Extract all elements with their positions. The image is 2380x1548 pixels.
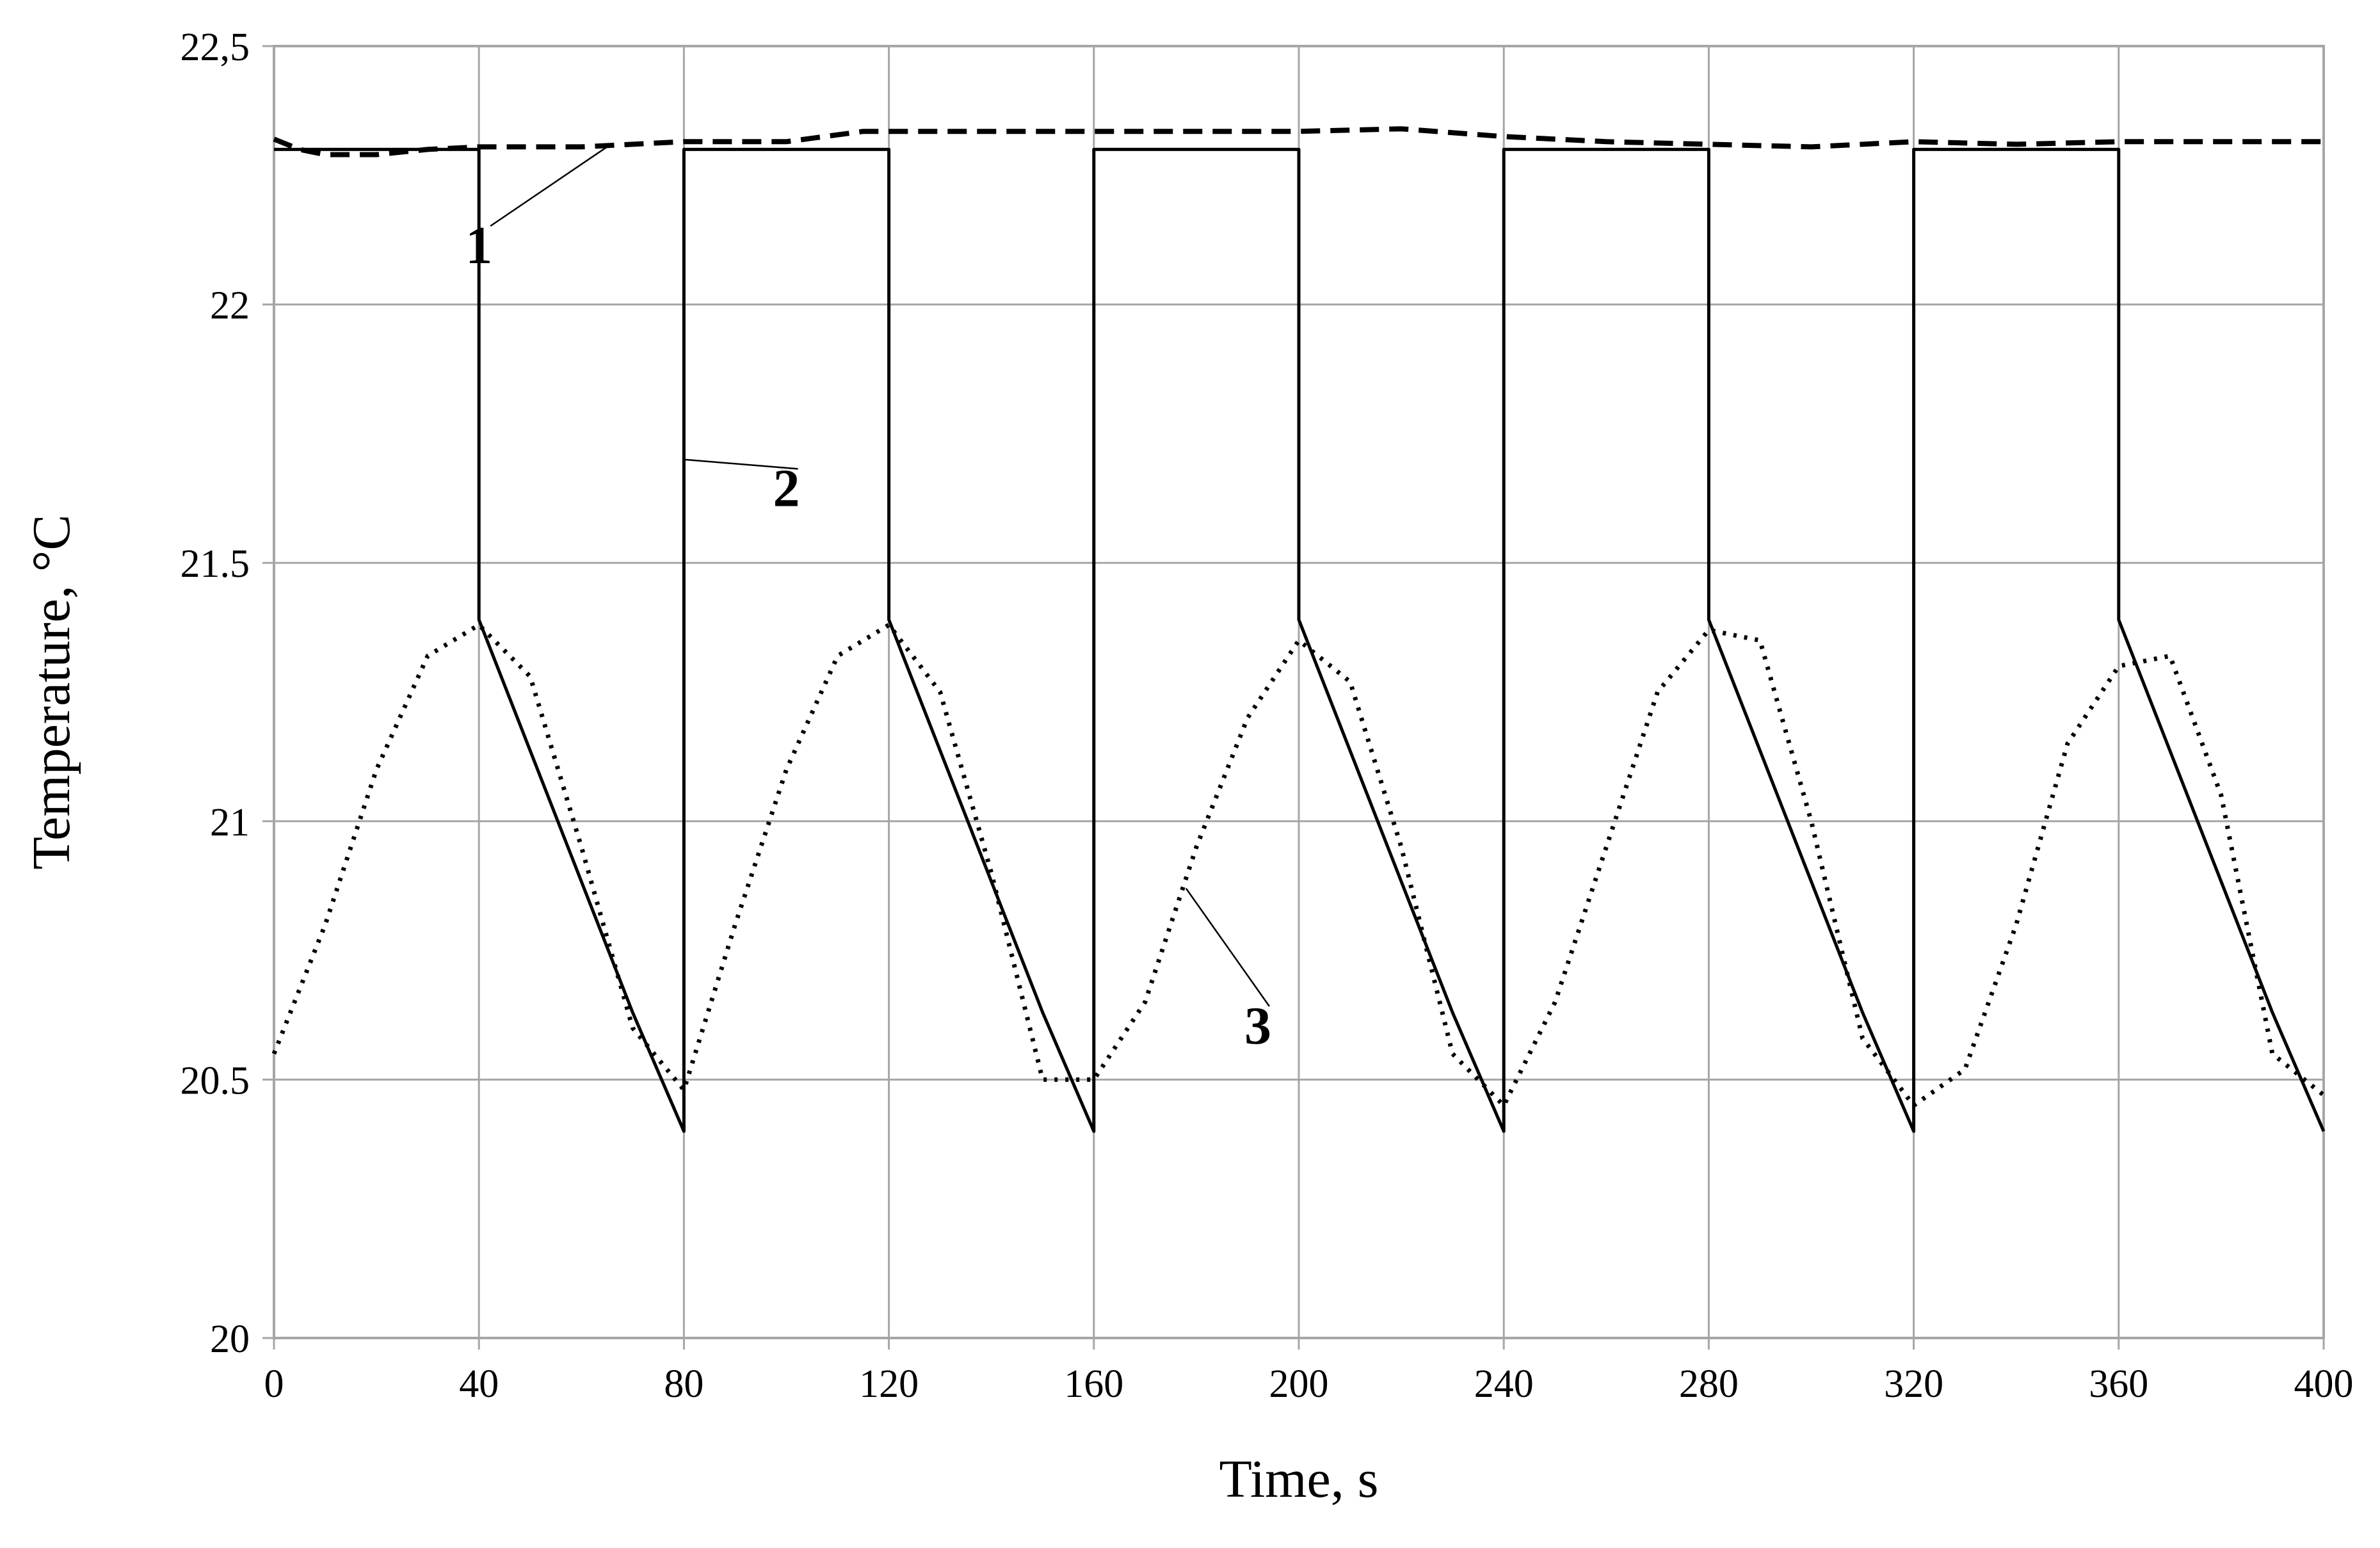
x-tick-label: 240 (1474, 1362, 1534, 1406)
x-tick-label: 120 (859, 1362, 919, 1406)
x-tick-label: 320 (1884, 1362, 1943, 1406)
leader-line-1 (490, 146, 608, 227)
curve-label-2: 2 (773, 458, 800, 518)
curve-label-3: 3 (1244, 996, 1271, 1056)
curve-label-1: 1 (465, 216, 492, 275)
x-tick-label: 160 (1064, 1362, 1123, 1406)
x-tick-label: 0 (264, 1362, 284, 1406)
annotations: 1 2 3 (465, 146, 1271, 1056)
y-tick-label: 22,5 (181, 26, 250, 69)
y-tick-label: 20.5 (181, 1059, 250, 1102)
x-tick-label: 200 (1269, 1362, 1329, 1406)
y-tick-label: 21.5 (181, 542, 250, 586)
leader-line-2 (684, 458, 798, 470)
y-tick-label: 21 (210, 801, 250, 844)
x-tick-label: 80 (664, 1362, 704, 1406)
series-line-1 (273, 126, 2324, 157)
leader-line-3 (1185, 888, 1270, 1007)
x-tick-label: 400 (2294, 1362, 2354, 1406)
y-tick-label: 22 (210, 284, 250, 328)
x-tick-label: 280 (1679, 1362, 1739, 1406)
grid (262, 45, 2325, 1350)
y-tick-label: 20 (210, 1318, 250, 1361)
series-line-2 (274, 147, 2326, 1133)
series-lines (271, 126, 2326, 1133)
x-tick-label: 360 (2089, 1362, 2148, 1406)
x-axis-title: Time, s (1219, 1449, 1378, 1509)
tick-labels: 0 40 80 120 160 200 240 280 320 360 4002020.52121.… (181, 26, 2354, 1406)
x-tick-label: 40 (459, 1362, 499, 1406)
y-axis-title: Temperature, °C (22, 515, 81, 870)
